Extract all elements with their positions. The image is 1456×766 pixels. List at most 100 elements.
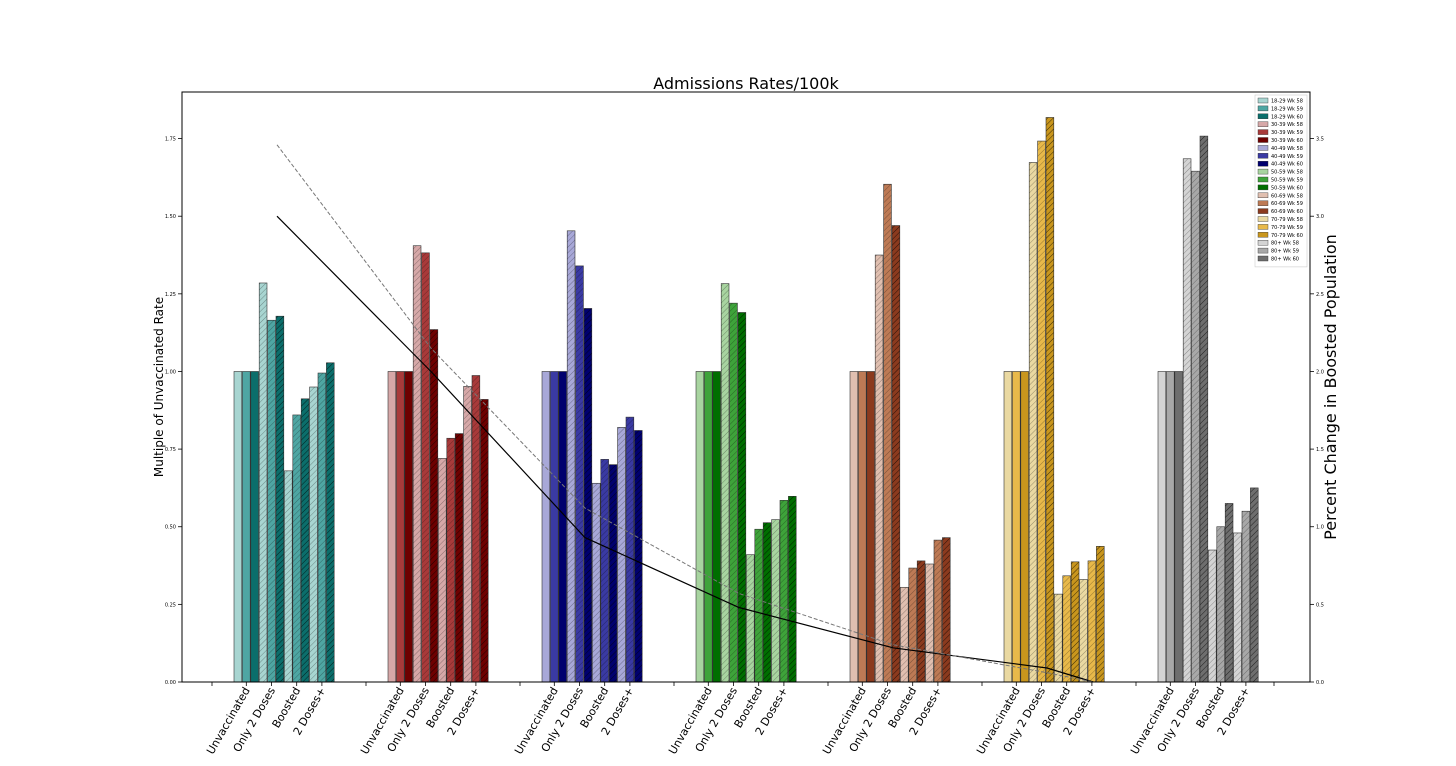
bar-hatch (318, 373, 326, 682)
legend-swatch (1257, 247, 1269, 254)
bar-hatch (284, 470, 293, 682)
bar-70-79-unvaccinated-wk1 (1012, 371, 1021, 683)
y2-tick-label: 1.5 (1316, 447, 1324, 453)
bar-hatch (463, 386, 472, 682)
bar-hatch (763, 522, 771, 682)
bar-hatch (771, 519, 780, 682)
legend-swatch (1257, 176, 1269, 183)
bar-50-59-unvaccinated-wk1 (704, 371, 713, 683)
bar-80+-unvaccinated-wk1 (1166, 371, 1175, 683)
legend-swatch (1257, 160, 1269, 167)
bar-hatch (438, 458, 447, 682)
bar-hatch (584, 308, 592, 682)
legend-label: 80+ Wk 60 (1271, 257, 1299, 263)
bar-70-79-unvaccinated-wk2 (1020, 371, 1029, 683)
bar-hatch (788, 496, 797, 682)
legend-swatch (1257, 192, 1269, 199)
bar-hatch (575, 265, 584, 682)
legend-label: 70-79 Wk 58 (1271, 217, 1303, 223)
legend-label: 80+ Wk 58 (1271, 241, 1299, 247)
bar-hatch (430, 329, 438, 682)
bar-hatch (1208, 550, 1217, 682)
y-tick-label: 0.00 (165, 680, 176, 686)
bar-hatch (1242, 511, 1250, 682)
legend-label: 40-49 Wk 60 (1271, 162, 1303, 168)
legend-swatch (1257, 137, 1269, 143)
bar-18-29-unvaccinated-wk1 (242, 371, 251, 683)
bar-hatch (925, 564, 934, 682)
legend-swatch (1257, 113, 1269, 120)
bar-hatch (626, 417, 634, 682)
bar-hatch (413, 245, 421, 683)
bar-hatch (267, 320, 276, 682)
trend-lines (276, 144, 1094, 683)
legend-swatch (1257, 153, 1269, 159)
legend-label: 40-49 Wk 59 (1271, 154, 1303, 160)
legend-swatch (1257, 224, 1269, 230)
y2-tick-label: 2.5 (1316, 292, 1324, 298)
bar-hatch (421, 252, 430, 682)
bar-hatch (1062, 575, 1071, 682)
y-tick-label: 0.50 (165, 525, 176, 531)
legend-label: 70-79 Wk 60 (1271, 233, 1303, 239)
bar-40-49-unvaccinated-wk1 (550, 371, 559, 683)
legend-swatch (1257, 255, 1269, 262)
bar-hatch (309, 387, 318, 682)
bar-hatch (1054, 594, 1063, 682)
plot-frame (181, 91, 1311, 683)
bar-80+-unvaccinated-wk0 (1157, 371, 1167, 683)
bar-hatch (259, 282, 267, 682)
bar-80+-unvaccinated-wk2 (1174, 371, 1183, 683)
legend-swatch (1257, 97, 1269, 104)
y-tick-label: 1.50 (165, 214, 176, 220)
trend-line-solid (276, 215, 1094, 683)
bar-60-69-unvaccinated-wk0 (849, 371, 859, 683)
bar-hatch (875, 255, 883, 683)
legend-swatch (1257, 129, 1269, 135)
bar-60-69-unvaccinated-wk2 (866, 371, 875, 683)
bar-hatch (634, 430, 643, 682)
bar-hatch (746, 554, 755, 682)
legend-swatch (1257, 121, 1269, 127)
bar-18-29-unvaccinated-wk0 (233, 371, 243, 683)
bar-hatch (1088, 560, 1096, 682)
bar-hatch (721, 283, 729, 682)
legend-label: 30-39 Wk 60 (1271, 138, 1303, 144)
y2-tick-label: 0.0 (1316, 680, 1324, 686)
legend-swatch (1257, 184, 1269, 191)
legend-swatch (1257, 216, 1269, 222)
bar-hatch (1225, 503, 1233, 682)
legend-label: 60-69 Wk 60 (1271, 209, 1303, 215)
bar-hatch (1233, 532, 1242, 682)
legend-label: 60-69 Wk 59 (1271, 201, 1303, 207)
y-tick-label: 1.00 (165, 369, 176, 375)
bar-30-39-unvaccinated-wk0 (387, 371, 397, 683)
bar-hatch (480, 399, 489, 682)
trend-line-dashed (276, 144, 1094, 683)
legend-swatch (1257, 105, 1269, 112)
bar-hatch (754, 529, 763, 682)
bar-hatch (455, 433, 463, 682)
bar-hatch (276, 316, 284, 682)
y2-tick-label: 1.0 (1316, 525, 1324, 531)
bars (233, 117, 1259, 683)
bar-hatch (1046, 117, 1054, 683)
bar-hatch (609, 464, 617, 682)
legend-label: 50-59 Wk 59 (1271, 178, 1303, 184)
legend-swatch (1257, 232, 1269, 238)
y2-tick-label: 2.0 (1316, 369, 1324, 375)
y2-axis-label: Percent Change in Boosted Population (1321, 234, 1340, 540)
bar-hatch (1250, 487, 1259, 682)
bar-hatch (1079, 579, 1088, 682)
bar-hatch (934, 540, 942, 682)
chart-title: Admissions Rates/100k (653, 74, 839, 93)
bar-hatch (1216, 526, 1225, 682)
legend-label: 18-29 Wk 58 (1271, 99, 1303, 105)
legend-swatch (1257, 168, 1269, 175)
legend-label: 18-29 Wk 59 (1271, 106, 1303, 112)
y-axis-label: Multiple of Unvaccinated Rate (152, 297, 166, 477)
bar-hatch (567, 230, 575, 682)
bar-hatch (780, 500, 788, 682)
